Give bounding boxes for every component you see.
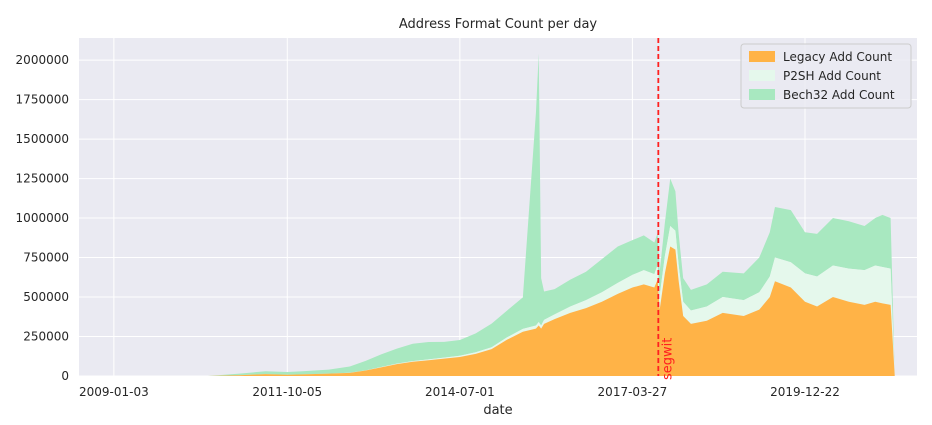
annotation-layer: segwit [657, 38, 675, 380]
y-tick-label: 1000000 [16, 211, 69, 225]
x-tick-label: 2014-07-01 [425, 385, 495, 399]
x-tick-labels: 2009-01-03 2011-10-05 2014-07-01 2017-03-27… [79, 385, 840, 399]
x-tick-label: 2019-12-22 [770, 385, 840, 399]
x-tick-label: 2017-03-27 [598, 385, 668, 399]
legend-label: P2SH Add Count [783, 69, 881, 83]
x-axis-title: date [483, 403, 512, 418]
series-layer [113, 53, 895, 376]
legend-label: Legacy Add Count [783, 50, 892, 64]
x-tick-label: 2011-10-05 [252, 385, 322, 399]
segwit-label: segwit [660, 338, 675, 380]
y-tick-label: 500000 [23, 290, 69, 304]
legend-swatch [749, 89, 775, 100]
legend: Legacy Add Count P2SH Add Count Bech32 Add… [740, 43, 912, 109]
legend-swatch [749, 70, 775, 81]
series-area-2 [113, 225, 895, 376]
y-tick-label: 750000 [23, 251, 69, 265]
y-tick-label: 2000000 [16, 53, 69, 67]
y-tick-label: 0 [61, 369, 69, 383]
series-area-1 [113, 246, 895, 376]
legend-swatch [749, 51, 775, 62]
y-tick-label: 250000 [23, 330, 69, 344]
y-tick-label: 1500000 [16, 132, 69, 146]
legend-label: Bech32 Add Count [783, 88, 895, 102]
legend-box [740, 43, 912, 109]
chart-title: Address Format Count per day [399, 17, 598, 32]
y-tick-labels: 0 250000 500000 750000 1000000 1250000 1500000… [16, 53, 69, 383]
y-tick-label: 1750000 [16, 93, 69, 107]
series-area-3 [113, 53, 895, 376]
x-tick-label: 2009-01-03 [79, 385, 149, 399]
y-tick-label: 1250000 [16, 172, 69, 186]
